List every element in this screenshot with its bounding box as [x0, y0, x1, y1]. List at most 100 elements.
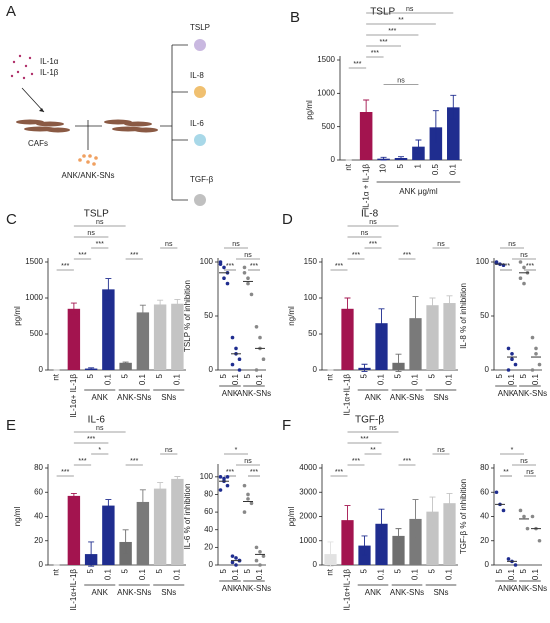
x-tick-label: 0.1	[172, 373, 181, 385]
significance-label: ***	[78, 458, 86, 465]
point	[261, 357, 266, 362]
point	[246, 492, 250, 497]
point	[234, 556, 238, 560]
x-tick-label: 5	[360, 373, 369, 378]
y-tick-label: 100	[200, 257, 214, 266]
significance-label: ns	[437, 447, 445, 454]
group-label: ANK	[222, 389, 239, 398]
x-tick-label: IL-1α+IL-1β	[343, 374, 352, 416]
error-bar	[327, 541, 334, 567]
significance-label: ns	[244, 252, 252, 259]
y-tick-label: 4000	[299, 463, 317, 472]
error-bar	[415, 139, 422, 154]
point	[506, 557, 511, 561]
x-tick-label: IL-1α+IL-1β	[343, 569, 352, 611]
y-tick-label: 2000	[299, 512, 317, 521]
point	[258, 335, 262, 340]
input-label: IL-1α	[40, 57, 59, 66]
group-label: ANK	[222, 584, 239, 593]
y-tick-label: 1500	[317, 55, 335, 64]
y-tick-label: 1000	[299, 536, 317, 545]
significance-label: ns	[508, 241, 516, 248]
significance-label: ***	[226, 469, 234, 476]
error-bar	[70, 302, 77, 316]
x-tick-label: 0.1	[138, 568, 147, 580]
panel-letter: C	[6, 211, 17, 228]
x-tick-label: 0.1	[172, 568, 181, 580]
significance-label: ***	[371, 50, 379, 57]
group-label: ANK	[498, 584, 515, 593]
point	[513, 362, 518, 367]
panel-letter: D	[282, 211, 293, 228]
bar	[67, 308, 81, 370]
significance-label: **	[503, 469, 509, 476]
y-tick-label: 500	[30, 329, 44, 338]
error-bar	[70, 493, 77, 499]
group-label: ANK	[92, 393, 109, 402]
x-tick-label: 5	[394, 568, 403, 573]
significance-label: ***	[526, 263, 534, 270]
significance-label: ns	[361, 230, 369, 237]
treatment-dots	[78, 154, 98, 166]
bar	[341, 520, 354, 565]
point	[246, 281, 250, 286]
y-axis-label: IL-8 % of inhibition	[459, 283, 468, 349]
x-tick-label: 0.1	[231, 373, 240, 385]
y-tick-label: 60	[204, 507, 213, 516]
point	[537, 538, 542, 543]
significance-label: ***	[388, 28, 396, 35]
point	[242, 271, 247, 275]
point	[530, 368, 535, 372]
point	[242, 265, 247, 270]
x-tick-label: 0.1	[507, 373, 516, 385]
bar	[153, 488, 167, 565]
point	[534, 346, 538, 351]
point	[530, 335, 535, 340]
significance-label: ns	[437, 241, 445, 248]
x-tick-label: 0.1	[445, 568, 454, 580]
error-bar	[122, 361, 129, 364]
x-tick-label: 5	[155, 373, 164, 378]
y-tick-label: 80	[34, 463, 43, 472]
point	[246, 276, 250, 281]
y-tick-label: 0	[39, 365, 44, 374]
significance-label: ns	[165, 447, 173, 454]
point	[522, 281, 526, 286]
error-bar	[174, 476, 181, 482]
point	[242, 483, 247, 488]
significance-label: ns	[232, 241, 240, 248]
y-axis-label: ng/ml	[287, 306, 296, 326]
bar	[171, 303, 184, 370]
point	[218, 475, 223, 479]
bar	[443, 303, 456, 370]
point	[261, 554, 266, 558]
x-tick-label: 5	[428, 568, 437, 573]
significance-label: ***	[403, 458, 411, 465]
bar	[409, 518, 422, 565]
point	[510, 357, 514, 362]
significance-label: ***	[96, 241, 104, 248]
error-bar	[378, 508, 385, 539]
y-tick-label: 0	[209, 560, 214, 569]
panel-letter: A	[6, 3, 16, 20]
point	[254, 368, 259, 372]
point	[234, 346, 238, 351]
significance-label: *	[235, 447, 238, 454]
x-tick-label: 5	[219, 373, 228, 378]
group-label: ANK-SNs	[237, 389, 271, 398]
bar	[447, 107, 460, 160]
point	[222, 476, 226, 481]
error-bar	[157, 482, 164, 496]
point	[230, 335, 235, 340]
x-tick-label: 0.1	[103, 373, 112, 385]
group-label: ANK	[365, 393, 382, 402]
point	[242, 510, 247, 514]
y-tick-label: 100	[476, 257, 490, 266]
error-bar	[139, 489, 146, 515]
error-bar	[395, 353, 402, 372]
error-bar	[378, 308, 385, 339]
branches	[160, 44, 188, 201]
point	[530, 514, 535, 519]
point	[494, 490, 499, 495]
error-bar	[432, 110, 439, 145]
